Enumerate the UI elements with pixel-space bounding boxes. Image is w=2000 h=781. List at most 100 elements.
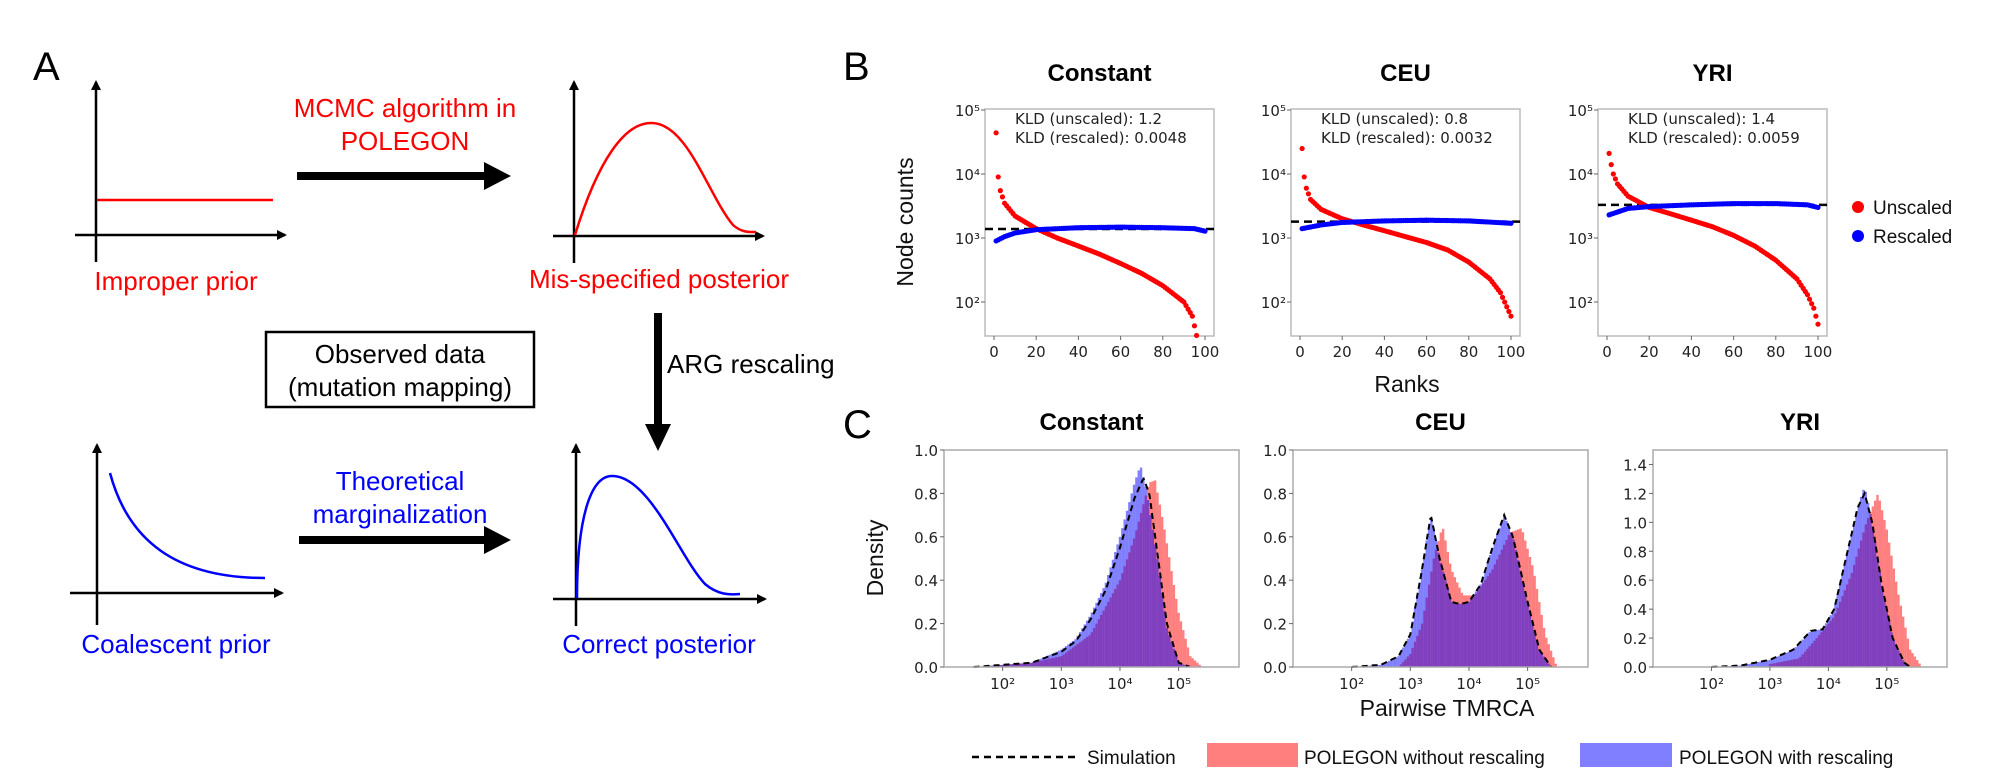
series-polegon-with-rescaling: [973, 467, 1190, 667]
arg-rescaling-label: ARG rescaling: [667, 349, 835, 379]
histogram-bar: [1547, 663, 1550, 667]
panel-c: C Density Pairwise TMRCA Simulation POLE…: [843, 403, 1948, 769]
x-tick-label: 80: [1766, 343, 1785, 361]
y-tick-label: 10⁴: [1261, 166, 1286, 184]
histogram-bar: [1895, 581, 1898, 667]
histogram-bar: [1416, 595, 1419, 667]
histogram-bar: [1102, 588, 1105, 667]
histogram-bar: [1116, 544, 1119, 667]
histogram-bar: [1095, 602, 1098, 667]
histogram-bar: [1484, 569, 1487, 667]
histogram-bar: [1432, 529, 1435, 667]
histogram-bar: [1517, 560, 1520, 667]
histogram-bar: [1785, 652, 1788, 667]
histogram-bar: [1168, 634, 1171, 667]
histogram-bar: [1458, 603, 1461, 667]
histogram-bar: [1843, 563, 1846, 667]
histogram-bar: [1902, 660, 1905, 667]
histogram-bar: [1449, 597, 1452, 667]
rescaled-legend-marker: [1852, 230, 1864, 242]
histogram-bar: [1020, 663, 1023, 667]
histogram-bar: [1792, 649, 1795, 667]
histogram-bar: [1498, 528, 1501, 667]
histogram-bar: [1460, 603, 1464, 667]
histogram-bar: [1048, 654, 1051, 667]
histogram-bar: [1182, 630, 1185, 667]
histogram-bar: [1179, 663, 1183, 667]
histogram-bar: [1409, 634, 1412, 667]
data-point: [999, 194, 1006, 200]
y-tick-label: 1.2: [1623, 485, 1647, 503]
theoretical-label-line2: marginalization: [313, 499, 488, 529]
histogram-bar: [1768, 659, 1772, 667]
histogram-bar: [1013, 663, 1016, 667]
histogram-bar: [1177, 612, 1180, 667]
histogram-bar: [1880, 585, 1884, 667]
data-point: [1813, 313, 1819, 319]
y-tick-label: 1.0: [1623, 514, 1647, 532]
plot-frame: [943, 449, 1240, 668]
mis-specified-posterior-label: Mis-specified posterior: [529, 264, 789, 294]
histogram-bar: [1827, 619, 1830, 667]
simulation-curve: [973, 477, 1190, 668]
histogram-bar: [1545, 637, 1548, 667]
x-tick-label: 60: [1111, 343, 1130, 361]
histogram-bar: [1191, 658, 1194, 667]
histogram-bar: [1446, 588, 1450, 667]
histogram-bar: [1904, 663, 1907, 667]
x-tick-label: 40: [1682, 343, 1701, 361]
histogram-bar: [1780, 654, 1783, 667]
histogram-bar: [1820, 629, 1823, 667]
histogram-bar: [1535, 588, 1539, 667]
histogram-bar: [1801, 639, 1804, 667]
data-point: [1806, 296, 1813, 302]
histogram-bar: [1538, 649, 1541, 667]
histogram-bar: [1006, 664, 1009, 667]
ranks-axis-label: Ranks: [1374, 371, 1439, 397]
histogram-bar: [1179, 621, 1183, 667]
data-point: [997, 188, 1003, 194]
histogram-bar: [1757, 662, 1760, 667]
histogram-bar: [1799, 642, 1802, 667]
histogram-bar: [1773, 657, 1776, 667]
histogram-bar: [1010, 664, 1014, 667]
series-unscaled: [993, 130, 1200, 339]
histogram-bar: [1507, 526, 1511, 667]
histogram-bar: [1385, 661, 1389, 667]
data-point: [1299, 145, 1305, 152]
mis-specified-posterior-curve: [573, 121, 757, 236]
histogram-bar: [1055, 651, 1058, 667]
y-tick-label: 10⁵: [955, 102, 980, 120]
histogram-bar: [1118, 536, 1122, 667]
histogram-bar: [1156, 559, 1159, 667]
x-tick-label: 10²: [1339, 675, 1364, 693]
histogram-bar: [1153, 544, 1157, 667]
y-tick-label: 0.0: [1263, 659, 1287, 677]
histogram-bar: [1125, 510, 1129, 667]
data-point: [1508, 220, 1514, 226]
kld-annotation: KLD (unscaled): 1.4: [1628, 110, 1775, 128]
data-point: [1815, 204, 1821, 211]
histogram-bar: [1554, 663, 1557, 667]
x-tick-label: 40: [1069, 343, 1088, 361]
panel-b-legend: Unscaled Rescaled: [1852, 198, 1952, 248]
histogram-bar: [1873, 541, 1877, 667]
histogram-bar: [1172, 584, 1176, 667]
marginalization-arrow-head-icon: [484, 526, 511, 554]
x-tick-label: 40: [1375, 343, 1394, 361]
observed-data-box: Observed data (mutation mapping): [264, 330, 536, 409]
histogram-bar: [1024, 663, 1028, 667]
density-axis-label: Density: [862, 519, 888, 596]
histogram-bar: [1771, 658, 1774, 667]
coalescent-prior-plot: Coalescent prior: [70, 443, 284, 659]
histogram-bar: [1144, 486, 1147, 667]
histogram-bar: [1132, 484, 1136, 667]
histogram-bar: [1130, 493, 1133, 667]
histogram-bar: [1500, 521, 1503, 667]
histogram-bar: [1017, 663, 1021, 667]
histogram-bar: [1852, 523, 1856, 667]
chart-title: CEU: [1380, 60, 1431, 87]
histogram-bar: [1897, 594, 1900, 667]
histogram-bar: [999, 665, 1002, 667]
